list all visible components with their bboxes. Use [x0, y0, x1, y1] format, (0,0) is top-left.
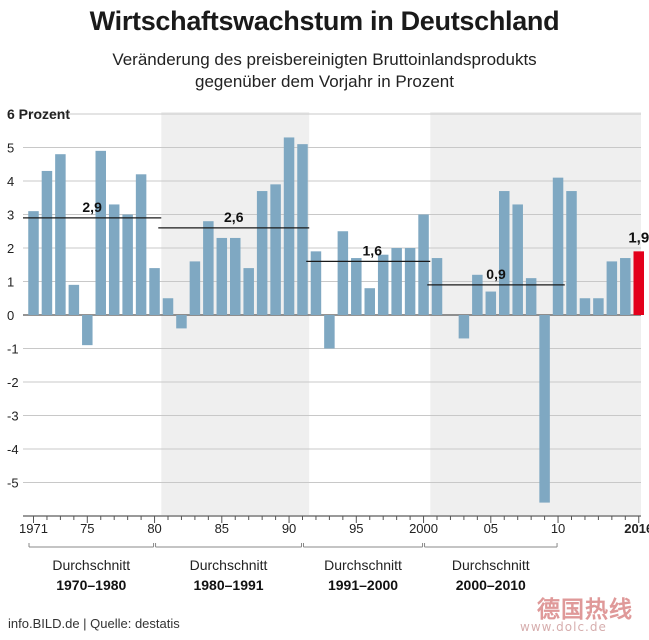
- watermark-url: www.dolc.de: [520, 620, 607, 634]
- x-tick-label: 2000: [409, 521, 438, 536]
- period-caption: Durchschnitt: [324, 557, 402, 573]
- bar-highlight: [633, 251, 644, 315]
- x-tick-label: 1971: [19, 521, 48, 536]
- y-tick-label: -4: [7, 442, 19, 457]
- highlight-value-label: 1,9: [628, 229, 649, 246]
- bar: [256, 191, 268, 315]
- x-tick-label: 80: [147, 521, 161, 536]
- average-value-label: 1,6: [363, 242, 383, 258]
- bar: [472, 274, 483, 315]
- bar: [108, 204, 120, 315]
- bar: [606, 261, 618, 315]
- bar: [525, 278, 537, 315]
- average-value-label: 2,6: [224, 209, 244, 225]
- watermark-logo: 德国热线: [537, 596, 633, 623]
- period-range-label: 1970–1980: [56, 577, 126, 593]
- bar: [485, 291, 497, 315]
- x-tick-label: 85: [215, 521, 229, 536]
- source-footer: info.BILD.de | Quelle: destatis: [8, 616, 180, 631]
- bar: [620, 258, 631, 315]
- bar: [68, 284, 80, 315]
- bar: [95, 150, 106, 315]
- x-tick-label: 2016: [624, 521, 649, 536]
- bar: [82, 315, 93, 346]
- period-range-label: 1980–1991: [193, 577, 263, 593]
- bar: [162, 298, 174, 315]
- bar: [149, 268, 160, 315]
- x-tick-label: 10: [551, 521, 565, 536]
- x-tick-label: 05: [484, 521, 498, 536]
- bar: [418, 214, 429, 315]
- bar: [230, 237, 241, 315]
- period-caption: Durchschnitt: [52, 557, 130, 573]
- y-axis-title: 6 Prozent: [7, 106, 70, 122]
- bar: [135, 174, 147, 315]
- bar: [552, 177, 564, 315]
- bar: [189, 261, 201, 315]
- bar: [593, 298, 604, 315]
- bar: [351, 258, 362, 315]
- y-tick-label: 1: [7, 275, 14, 290]
- bar: [324, 315, 335, 349]
- y-tick-label: 2: [7, 241, 14, 256]
- bar: [364, 288, 375, 315]
- bar: [55, 154, 66, 315]
- bar: [566, 191, 577, 315]
- y-tick-label: 0: [7, 308, 14, 323]
- period-range-label: 1991–2000: [328, 577, 398, 593]
- average-value-label: 2,9: [82, 199, 102, 215]
- period-caption: Durchschnitt: [452, 557, 530, 573]
- bar: [499, 191, 510, 315]
- bar: [512, 204, 523, 315]
- y-tick-label: 3: [7, 208, 14, 223]
- bar: [176, 315, 187, 329]
- period-range-label: 2000–2010: [456, 577, 526, 593]
- y-tick-label: 4: [7, 174, 14, 189]
- bar: [404, 248, 416, 315]
- x-tick-label: 95: [349, 521, 363, 536]
- bar: [337, 231, 349, 315]
- bar: [310, 251, 322, 315]
- average-value-label: 0,9: [486, 266, 506, 282]
- period-caption: Durchschnitt: [190, 557, 268, 573]
- chart-subtitle-line1: Veränderung des preisbereinigten Bruttoi…: [112, 50, 537, 69]
- x-tick-label: 75: [80, 521, 94, 536]
- bar: [41, 170, 53, 315]
- bar: [270, 184, 281, 315]
- bar: [297, 144, 308, 315]
- bar: [28, 211, 39, 315]
- y-tick-label: -1: [7, 342, 19, 357]
- x-tick-label: 90: [282, 521, 296, 536]
- bar: [216, 237, 228, 315]
- bar: [243, 268, 254, 315]
- bar: [203, 221, 214, 315]
- bar: [122, 214, 133, 315]
- bar: [391, 248, 402, 315]
- bar: [377, 254, 389, 315]
- chart-subtitle-line2: gegenüber dem Vorjahr in Prozent: [195, 72, 454, 91]
- bar: [431, 258, 443, 315]
- y-tick-label: -5: [7, 476, 19, 491]
- bar: [539, 315, 550, 503]
- bar: [283, 137, 295, 315]
- y-tick-label: -3: [7, 409, 19, 424]
- bar: [579, 298, 591, 315]
- chart-title: Wirtschaftswachstum in Deutschland: [89, 6, 560, 36]
- y-tick-label: 5: [7, 141, 14, 156]
- bar: [458, 315, 470, 339]
- y-tick-label: -2: [7, 375, 19, 390]
